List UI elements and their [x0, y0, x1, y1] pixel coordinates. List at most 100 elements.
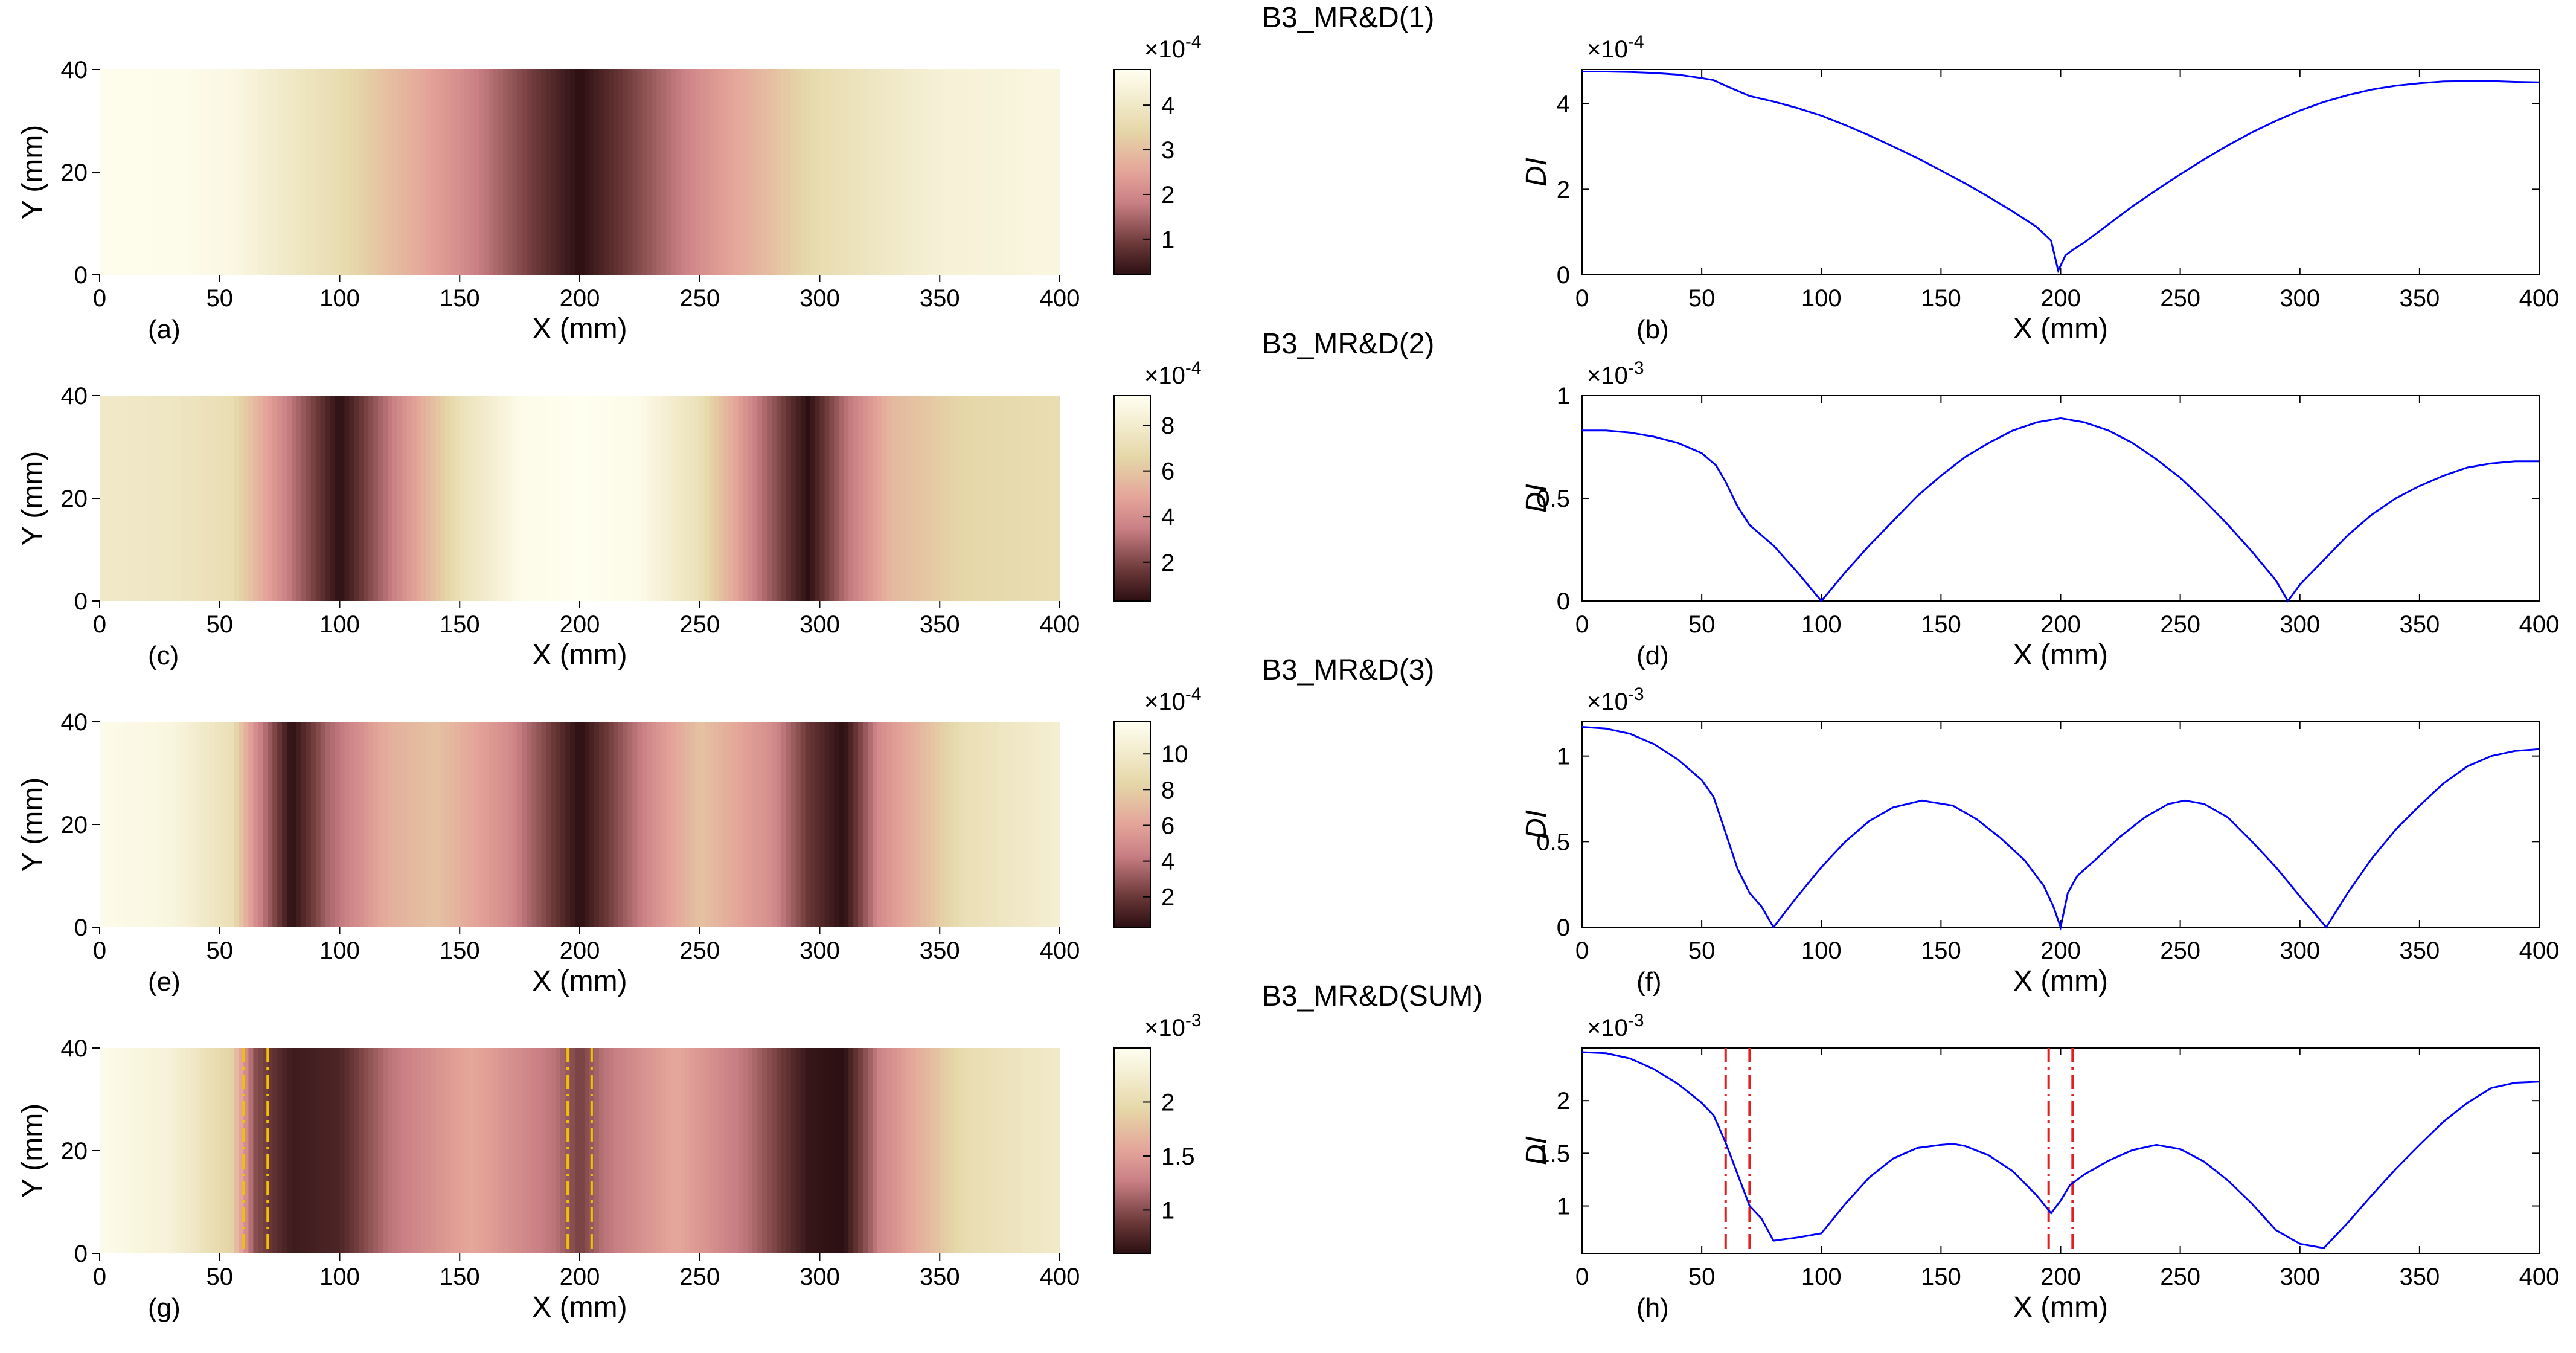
heatmap-cell	[104, 69, 110, 275]
heatmap-cell	[411, 69, 417, 275]
heatmap-cell	[128, 396, 134, 601]
heatmap-cell	[949, 1048, 955, 1253]
heatmap-cell	[594, 396, 600, 601]
x-tick-label: 300	[799, 1264, 840, 1290]
heatmap-cell	[104, 722, 110, 927]
x-tick-label: 200	[560, 937, 600, 964]
heatmap-cell	[623, 396, 629, 601]
heatmap-cell	[517, 722, 523, 927]
colorbar	[1113, 395, 1151, 602]
panel-label: (e)	[148, 967, 181, 997]
heatmap-cell	[661, 396, 667, 601]
y-axis-title: DI	[1520, 1136, 1552, 1165]
heatmap-cell	[829, 69, 835, 275]
heatmap-cell	[364, 722, 369, 927]
heatmap-cell	[987, 69, 993, 275]
heatmap-cell	[123, 396, 129, 601]
colorbar-tick-label: 2	[1161, 1089, 1174, 1116]
heatmap-cell	[1002, 69, 1008, 275]
heatmap-cell	[987, 722, 993, 927]
heatmap-cell	[440, 396, 446, 601]
heatmap-cell	[349, 722, 355, 927]
heatmap-cell	[364, 69, 369, 275]
heatmap-cell	[157, 1048, 163, 1253]
heatmap-cell	[426, 722, 432, 927]
heatmap-cell	[661, 1048, 667, 1253]
heatmap-cell	[118, 396, 124, 601]
heatmap-cell	[339, 1048, 345, 1253]
heatmap-cell	[354, 1048, 360, 1253]
colorbar-tick-label: 4	[1161, 504, 1174, 530]
y-tick-label: 40	[61, 383, 88, 410]
heatmap-cell	[100, 1048, 105, 1253]
heatmap-cell	[997, 1048, 1003, 1253]
di-series-line	[1581, 1051, 2540, 1249]
x-tick-label: 150	[1921, 611, 1961, 638]
heatmap-cell	[767, 722, 772, 927]
heatmap-cell	[978, 722, 984, 927]
heatmap-cell	[752, 396, 758, 601]
heatmap-cell	[584, 722, 590, 927]
heatmap-cell	[940, 396, 945, 601]
colorbar-exponent-value: -3	[1185, 1011, 1202, 1030]
heatmap-cell	[623, 69, 629, 275]
heatmap-cell	[479, 1048, 484, 1253]
heatmap-cell	[512, 69, 518, 275]
heatmap-panel: 0 50 100 150 200 250 300 350 400 0 20 40 X (mm) Y (mm…	[17, 654, 1434, 997]
heatmap-cell	[925, 1048, 931, 1253]
heatmap-cell	[325, 69, 331, 275]
x-tick-label: 300	[2280, 611, 2320, 638]
heatmap-cell	[613, 1048, 619, 1253]
heatmap-cell	[402, 1048, 408, 1253]
heatmap-cell	[484, 722, 489, 927]
heatmap-cell	[416, 69, 422, 275]
heatmap-cell	[517, 1048, 523, 1253]
heatmap-cell	[723, 69, 729, 275]
heatmap-cell	[181, 722, 187, 927]
heatmap-cell	[1007, 1048, 1013, 1253]
heatmap-cell	[1002, 1048, 1008, 1253]
heatmap-cell	[1036, 396, 1041, 601]
heatmap-cell	[277, 722, 283, 927]
heatmap-cell	[949, 396, 955, 601]
y-tick-label: 1	[1557, 383, 1570, 410]
heatmap-cell	[603, 396, 609, 601]
heatmap-cell	[359, 722, 365, 927]
heatmap-cell	[844, 396, 849, 601]
heatmap-cell	[671, 722, 676, 927]
y-tick-label: 20	[61, 159, 88, 186]
panel-label: (d)	[1636, 641, 1669, 670]
panel-label: (h)	[1636, 1293, 1669, 1323]
heatmap-cell	[676, 69, 681, 275]
heatmap-cell	[618, 69, 624, 275]
heatmap-cell	[699, 69, 705, 275]
y-axis-title: Y (mm)	[17, 451, 49, 545]
heatmap-cell	[191, 1048, 196, 1253]
heatmap-cell	[570, 396, 575, 601]
plot-frame	[1581, 1047, 2540, 1254]
y-tick-label: 0	[1557, 914, 1570, 941]
heatmap-cell	[349, 396, 355, 601]
heatmap-cell	[123, 69, 129, 275]
heatmap-cell	[431, 1048, 437, 1253]
heatmap-cell	[378, 69, 383, 275]
heatmap-cell	[834, 1048, 840, 1253]
heatmap-cell	[666, 1048, 671, 1253]
heatmap-cell	[637, 722, 643, 927]
heatmap-cell	[205, 396, 211, 601]
heatmap-cell	[109, 1048, 115, 1253]
x-tick-label: 150	[440, 1264, 480, 1290]
heatmap-cell	[1026, 396, 1032, 601]
heatmap-cell	[748, 722, 753, 927]
heatmap-cell	[460, 722, 465, 927]
heatmap-cell	[320, 722, 326, 927]
heatmap-cell	[171, 1048, 177, 1253]
y-tick-label: 1.5	[1536, 1140, 1570, 1167]
heatmap-cell	[181, 1048, 187, 1253]
heatmap-cell	[162, 722, 168, 927]
heatmap-cell	[445, 1048, 451, 1253]
x-tick-label: 100	[319, 285, 360, 312]
heatmap-cell	[1045, 722, 1051, 927]
heatmap-cell	[287, 396, 292, 601]
heatmap-cell	[699, 1048, 705, 1253]
